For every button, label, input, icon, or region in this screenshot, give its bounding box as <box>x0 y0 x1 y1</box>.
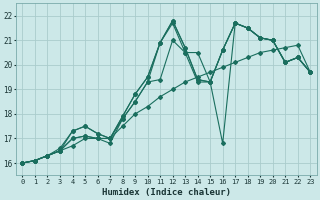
X-axis label: Humidex (Indice chaleur): Humidex (Indice chaleur) <box>102 188 231 197</box>
